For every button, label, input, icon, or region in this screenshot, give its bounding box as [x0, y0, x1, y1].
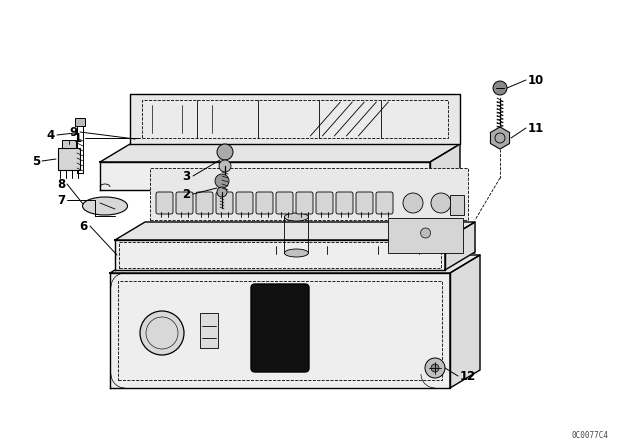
FancyBboxPatch shape: [251, 284, 309, 372]
FancyBboxPatch shape: [276, 192, 293, 214]
Ellipse shape: [284, 213, 308, 221]
Circle shape: [403, 193, 423, 213]
FancyBboxPatch shape: [336, 192, 353, 214]
Circle shape: [425, 358, 445, 378]
Bar: [450, 195, 464, 215]
Text: 12: 12: [460, 370, 476, 383]
Bar: [62, 140, 76, 148]
Text: 8: 8: [57, 177, 65, 190]
Circle shape: [431, 193, 451, 213]
Polygon shape: [115, 240, 445, 270]
FancyBboxPatch shape: [196, 192, 213, 214]
Circle shape: [217, 187, 227, 197]
Bar: [58, 148, 80, 170]
Polygon shape: [430, 144, 460, 190]
Text: 11: 11: [528, 121, 544, 134]
Bar: [388, 218, 463, 253]
Polygon shape: [100, 144, 460, 162]
FancyBboxPatch shape: [316, 192, 333, 214]
FancyBboxPatch shape: [376, 192, 393, 214]
Bar: [75, 118, 85, 126]
Bar: [118, 281, 442, 380]
FancyBboxPatch shape: [256, 192, 273, 214]
Circle shape: [431, 364, 439, 372]
Circle shape: [420, 228, 431, 238]
Text: 5: 5: [32, 155, 40, 168]
Text: 4: 4: [47, 129, 55, 142]
FancyBboxPatch shape: [176, 192, 193, 214]
Circle shape: [217, 144, 233, 160]
Bar: [119, 242, 441, 268]
Bar: [200, 313, 218, 348]
Bar: [145, 247, 475, 253]
Text: 2: 2: [182, 188, 190, 201]
Ellipse shape: [83, 197, 127, 215]
Bar: [142, 100, 448, 138]
Polygon shape: [115, 222, 475, 240]
Polygon shape: [445, 222, 475, 270]
Circle shape: [493, 81, 507, 95]
FancyBboxPatch shape: [216, 192, 233, 214]
Text: 9: 9: [70, 125, 78, 138]
FancyBboxPatch shape: [236, 192, 253, 214]
Text: 1: 1: [74, 132, 82, 145]
FancyBboxPatch shape: [296, 192, 313, 214]
Text: 3: 3: [182, 169, 190, 182]
Polygon shape: [130, 94, 460, 144]
Text: 7: 7: [57, 194, 65, 207]
Text: 0C0077C4: 0C0077C4: [571, 431, 608, 440]
Polygon shape: [110, 273, 450, 388]
Polygon shape: [100, 162, 430, 190]
Circle shape: [219, 160, 231, 172]
FancyBboxPatch shape: [156, 192, 173, 214]
Circle shape: [215, 174, 229, 188]
Polygon shape: [490, 127, 509, 149]
Ellipse shape: [284, 249, 308, 257]
Text: 10: 10: [528, 73, 544, 86]
Polygon shape: [450, 255, 480, 388]
Polygon shape: [110, 255, 480, 273]
FancyBboxPatch shape: [356, 192, 373, 214]
Circle shape: [140, 311, 184, 355]
Bar: [150, 168, 468, 220]
Text: 6: 6: [80, 220, 88, 233]
